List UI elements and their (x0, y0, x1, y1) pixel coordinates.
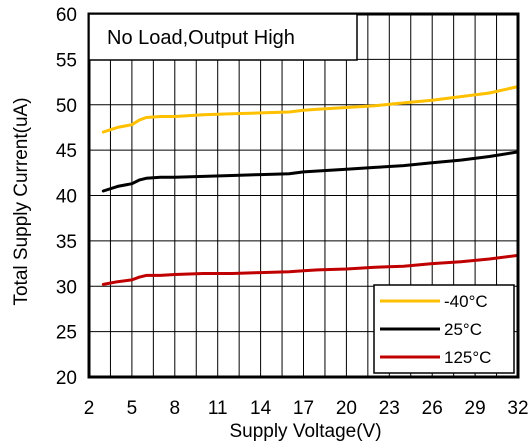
x-tick-label: 5 (127, 398, 138, 419)
series-group (101, 85, 520, 286)
y-tick-label: 40 (56, 187, 77, 208)
y-tick-label: 25 (56, 323, 77, 344)
y-tick-label: 30 (56, 277, 77, 298)
legend-label-2: 125°C (444, 348, 491, 367)
y-tick-label: 45 (56, 141, 77, 162)
y-tick-label: 55 (56, 50, 77, 71)
legend-label-0: -40°C (444, 292, 488, 311)
annotation-text: No Load,Output High (107, 27, 295, 49)
x-tick-label: 26 (422, 398, 443, 419)
x-tick-label: 2 (84, 398, 95, 419)
x-tick-label: 14 (250, 398, 272, 419)
y-tick-label: 50 (56, 96, 77, 117)
y-tick-label: 60 (56, 5, 77, 26)
x-tick-label: 17 (293, 398, 314, 419)
annotation-frame (88, 13, 358, 61)
legend: -40°C 25°C 125°C (373, 284, 515, 374)
annotation-box: No Load,Output High (88, 13, 358, 61)
x-tick-label: 11 (208, 398, 228, 419)
x-tick-label: 8 (170, 398, 181, 419)
legend-label-1: 25°C (444, 320, 482, 339)
series-line-1 (101, 150, 520, 193)
series-line-2 (101, 253, 520, 286)
y-axis-title: Total Supply Current(uA) (11, 97, 32, 305)
x-tick-label: 23 (379, 398, 400, 419)
y-tick-label: 20 (56, 368, 77, 389)
y-tick-label: 35 (56, 232, 77, 253)
series-line-0 (101, 85, 520, 134)
x-tick-label: 20 (336, 398, 357, 419)
x-tick-label: 29 (465, 398, 486, 419)
x-axis-title: Supply Voltage(V) (229, 421, 381, 442)
x-tick-label: 32 (507, 398, 528, 419)
